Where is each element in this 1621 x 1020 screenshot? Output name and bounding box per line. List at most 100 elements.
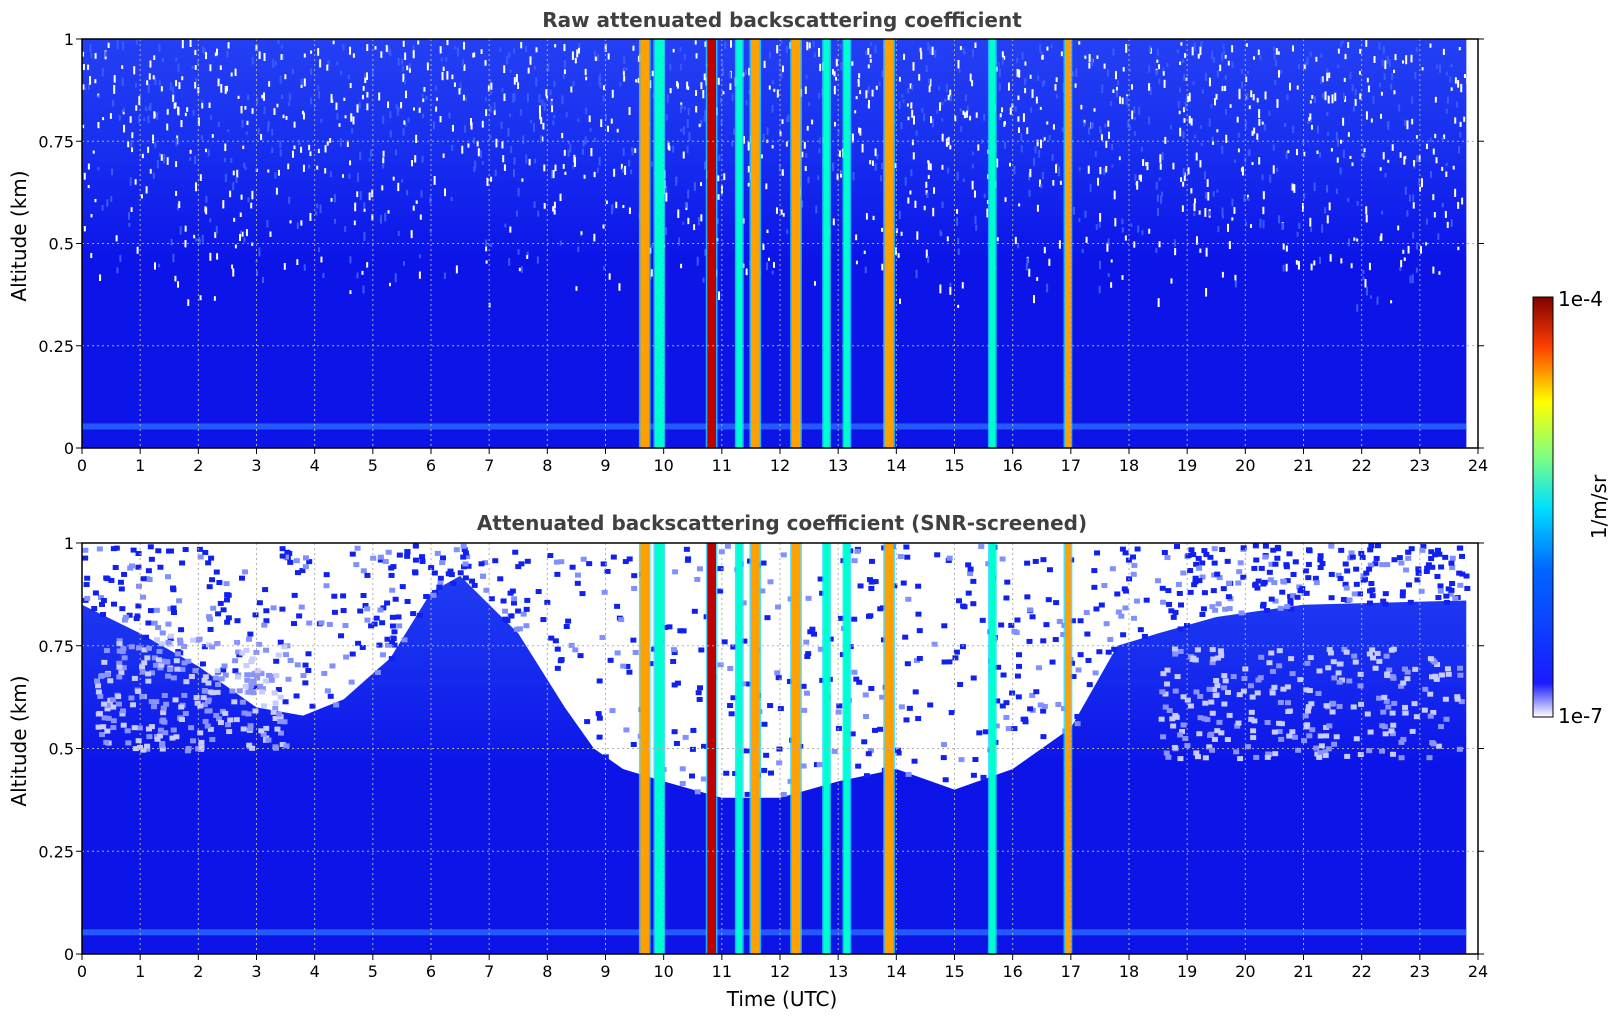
heatmap-cell bbox=[316, 203, 319, 209]
heatmap-cell bbox=[1291, 183, 1294, 191]
heatmap-cell bbox=[698, 123, 701, 128]
heatmap-cell bbox=[1110, 100, 1113, 107]
heatmap-cell bbox=[395, 104, 398, 109]
heatmap-cell bbox=[527, 67, 530, 74]
heatmap-cell bbox=[1292, 125, 1295, 134]
heatmap-cell bbox=[1237, 756, 1244, 762]
heatmap-cell bbox=[1342, 117, 1345, 126]
heatmap-cell bbox=[285, 115, 288, 120]
heatmap-cell bbox=[263, 725, 270, 731]
heatmap-cell bbox=[146, 734, 153, 740]
heatmap-cell bbox=[865, 613, 872, 619]
heatmap-cell bbox=[484, 60, 487, 66]
heatmap-cell bbox=[1365, 111, 1368, 120]
heatmap-cell bbox=[747, 142, 750, 151]
heatmap-cell bbox=[584, 68, 587, 76]
heatmap-cell bbox=[1290, 593, 1297, 599]
heatmap-cell bbox=[320, 118, 323, 123]
heatmap-cell bbox=[669, 88, 672, 94]
heatmap-cell bbox=[1356, 200, 1359, 206]
heatmap-cell bbox=[1134, 546, 1141, 552]
heatmap-cell bbox=[298, 604, 305, 610]
heatmap-cell bbox=[1162, 691, 1169, 697]
heatmap-cell bbox=[949, 89, 952, 97]
heatmap-cell bbox=[1262, 219, 1265, 229]
heatmap-cell bbox=[405, 90, 408, 99]
heatmap-cell bbox=[1001, 58, 1004, 65]
heatmap-cell bbox=[101, 67, 104, 77]
heatmap-cell bbox=[916, 628, 923, 634]
heatmap-cell bbox=[593, 233, 596, 242]
heatmap-cell bbox=[879, 694, 886, 700]
heatmap-cell bbox=[1249, 694, 1256, 700]
heatmap-cell bbox=[1284, 684, 1291, 690]
heatmap-cell bbox=[599, 634, 606, 640]
heatmap-cell bbox=[420, 190, 423, 198]
heatmap-cell bbox=[1194, 134, 1197, 139]
heatmap-cell bbox=[993, 723, 1000, 729]
heatmap-cell bbox=[513, 48, 516, 54]
heatmap-cell bbox=[1328, 595, 1335, 601]
heatmap-cell bbox=[854, 548, 861, 554]
heatmap-cell bbox=[851, 133, 854, 143]
heatmap-cell bbox=[84, 595, 91, 601]
heatmap-cell bbox=[241, 119, 244, 128]
heatmap-cell bbox=[437, 581, 444, 587]
heatmap-cell bbox=[1398, 755, 1405, 761]
heatmap-cell bbox=[803, 690, 810, 696]
heatmap-cell bbox=[1264, 91, 1267, 100]
heatmap-cell bbox=[881, 227, 884, 232]
heatmap-cell bbox=[356, 191, 359, 198]
heatmap-cell bbox=[253, 684, 260, 690]
heatmap-cell bbox=[1032, 558, 1039, 564]
heatmap-cell bbox=[767, 257, 770, 261]
heatmap-cell bbox=[143, 117, 146, 122]
heatmap-cell bbox=[554, 571, 561, 577]
heatmap-cell bbox=[1028, 268, 1031, 277]
heatmap-cell bbox=[240, 194, 243, 200]
heatmap-cell bbox=[520, 611, 527, 617]
heatmap-cell bbox=[724, 543, 731, 549]
heatmap-cell bbox=[1376, 296, 1379, 305]
heatmap-cell bbox=[1171, 646, 1178, 652]
heatmap-cell bbox=[1205, 192, 1208, 199]
heatmap-cell bbox=[1156, 59, 1159, 63]
heatmap-cell bbox=[335, 102, 338, 110]
heatmap-cell bbox=[1194, 754, 1201, 760]
heatmap-cell bbox=[805, 153, 808, 159]
heatmap-cell bbox=[224, 86, 227, 94]
heatmap-cell bbox=[382, 558, 389, 564]
heatmap-cell bbox=[136, 725, 143, 731]
heatmap-cell bbox=[100, 724, 107, 730]
heatmap-cell bbox=[1074, 713, 1081, 719]
heatmap-cell bbox=[1117, 80, 1120, 86]
heatmap-cell bbox=[414, 155, 417, 163]
heatmap-cell bbox=[1339, 169, 1342, 175]
heatmap-cell bbox=[462, 94, 465, 101]
heatmap-cell bbox=[235, 176, 238, 183]
y-tick-label: 0.5 bbox=[49, 235, 74, 254]
heatmap-cell bbox=[115, 694, 122, 700]
heatmap-cell bbox=[729, 83, 732, 90]
heatmap-cell bbox=[1415, 267, 1418, 273]
heatmap-cell bbox=[411, 159, 414, 167]
heatmap-cell bbox=[1296, 231, 1299, 237]
heatmap-cell bbox=[1342, 149, 1345, 159]
heatmap-cell bbox=[1331, 741, 1338, 747]
heatmap-cell bbox=[1141, 633, 1148, 639]
heatmap-cell bbox=[336, 113, 339, 120]
heatmap-cell bbox=[1145, 162, 1148, 167]
heatmap-cell bbox=[391, 642, 398, 648]
heatmap-cell bbox=[342, 44, 345, 51]
heatmap-cell bbox=[868, 685, 875, 691]
heatmap-cell bbox=[525, 154, 528, 164]
heatmap-cell bbox=[1041, 703, 1048, 709]
heatmap-cell bbox=[1220, 586, 1227, 592]
heatmap-cell bbox=[1246, 93, 1249, 101]
heatmap-cell bbox=[1457, 246, 1460, 251]
heatmap-cell bbox=[446, 71, 449, 80]
heatmap-cell bbox=[1351, 591, 1358, 597]
heatmap-cell bbox=[302, 164, 305, 172]
heatmap-cell bbox=[1418, 155, 1421, 162]
heatmap-cell bbox=[624, 165, 627, 175]
